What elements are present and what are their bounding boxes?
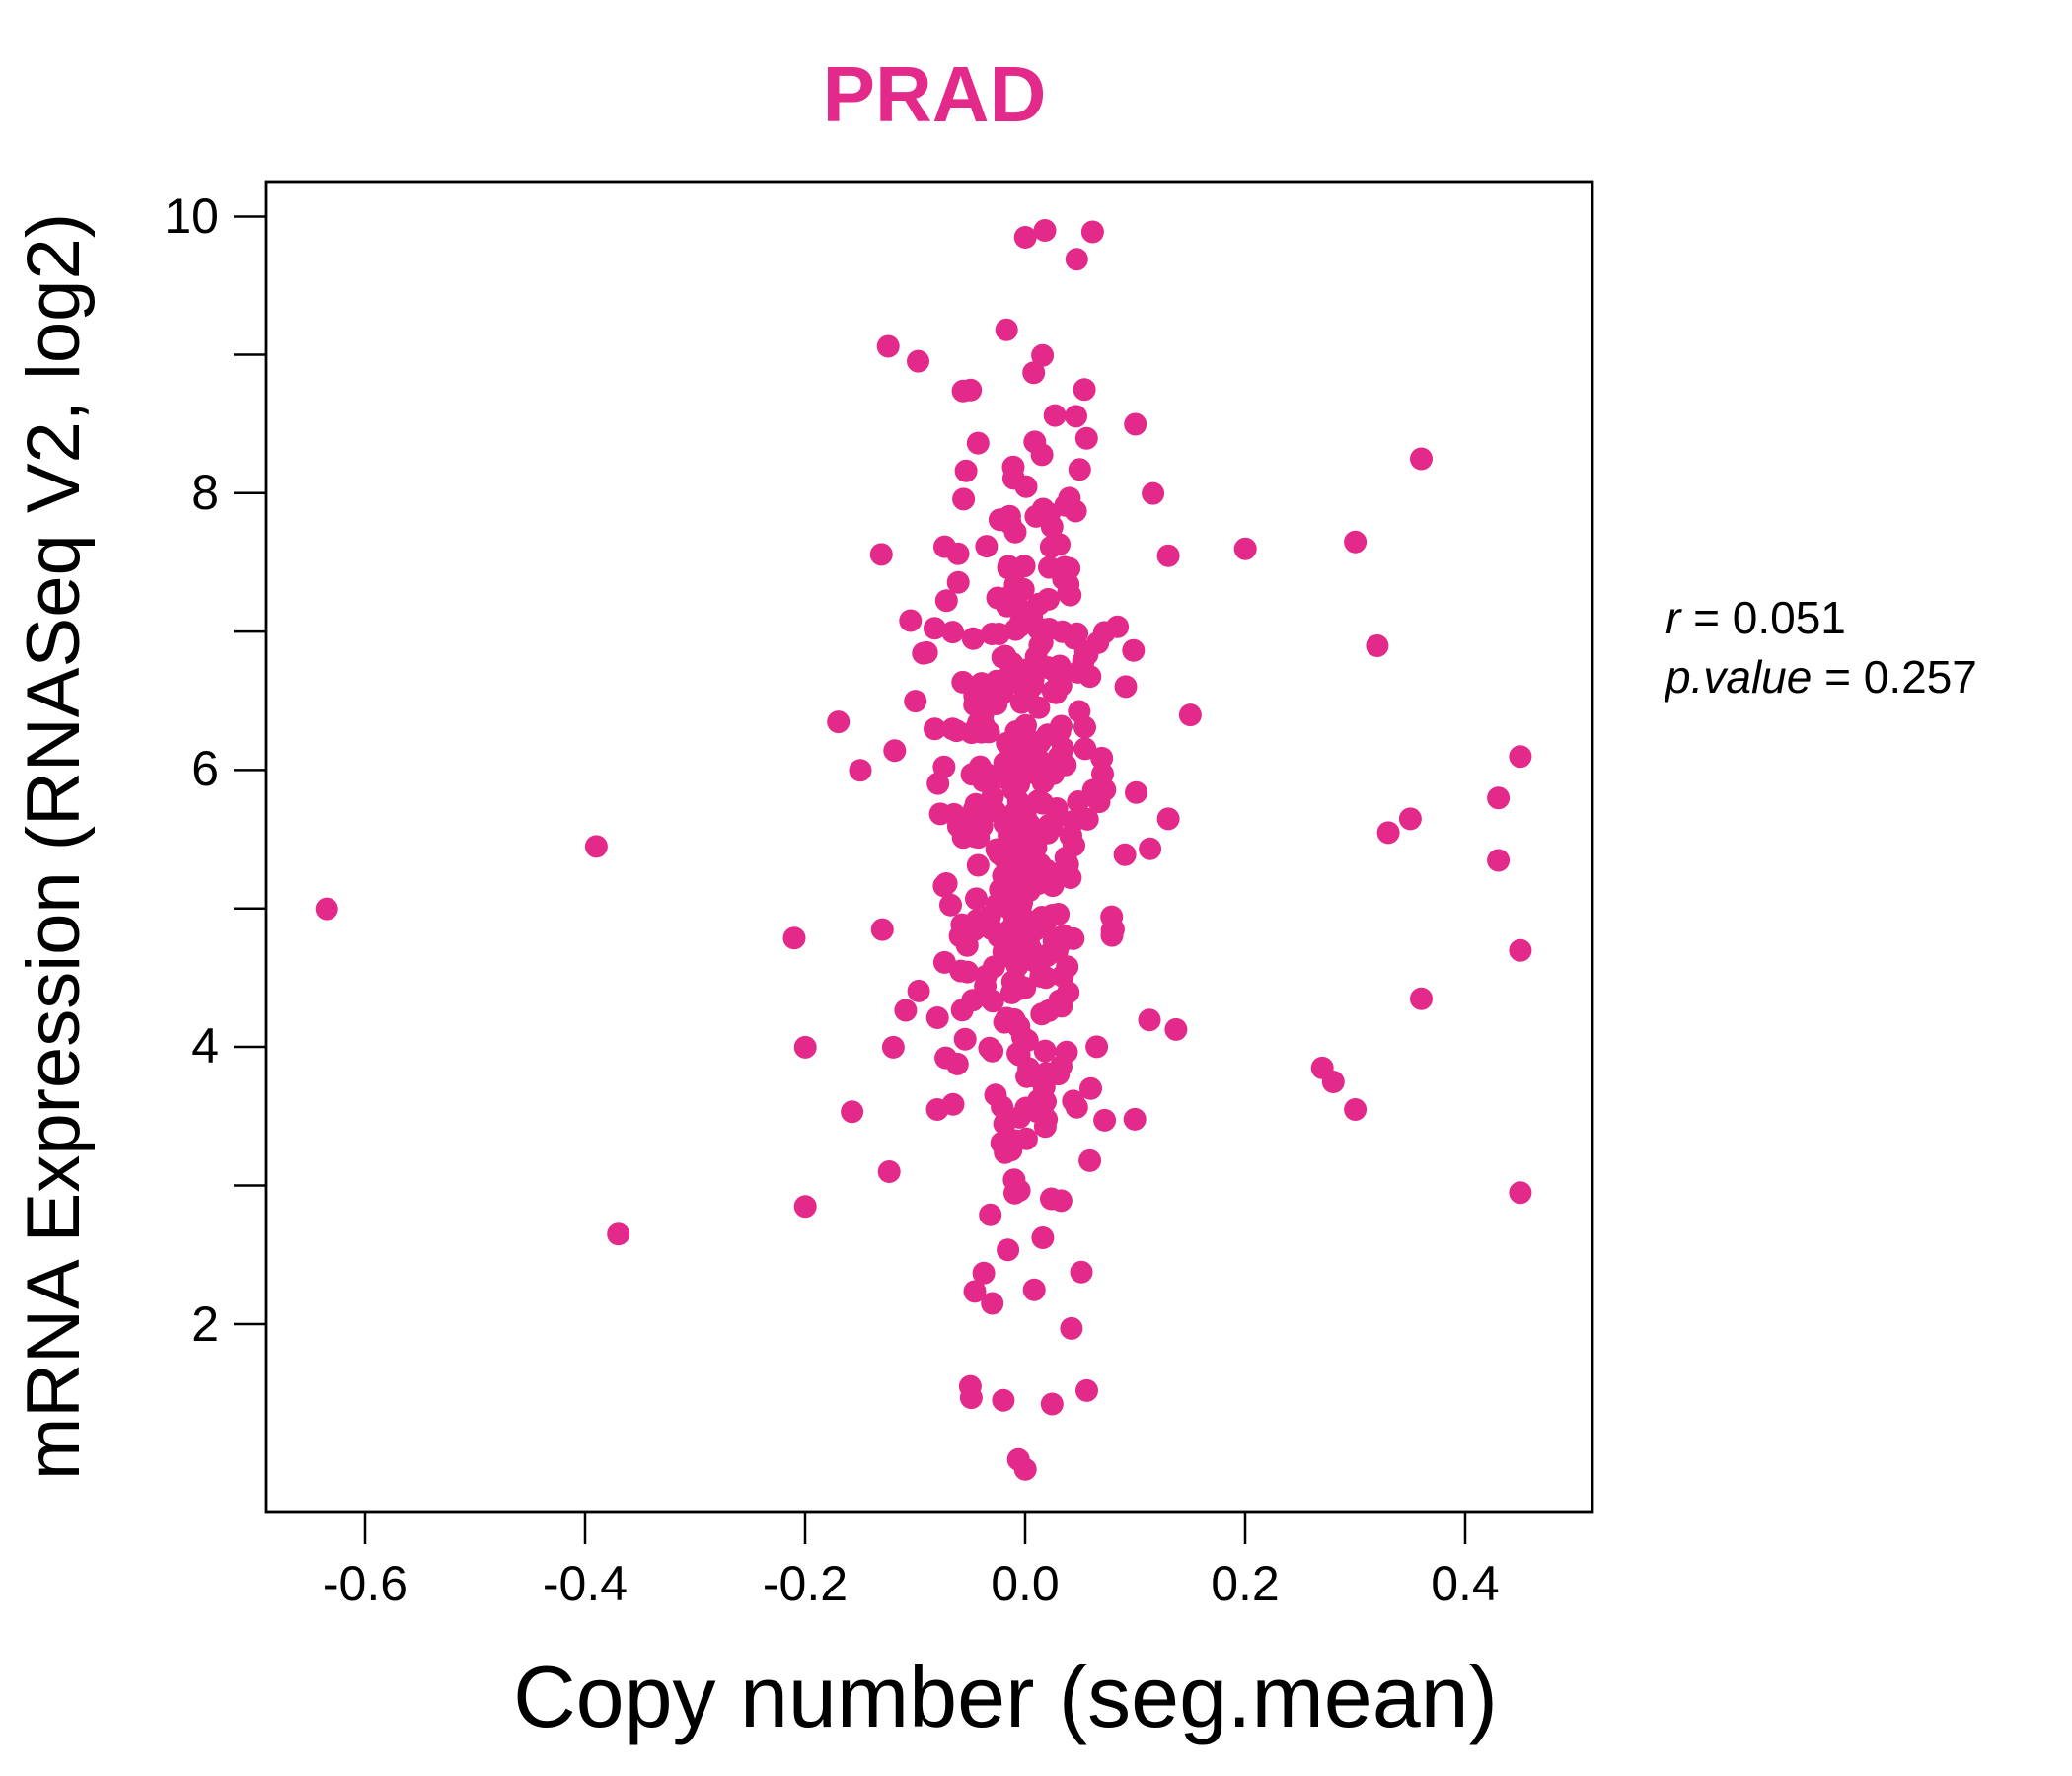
svg-text:0.2: 0.2	[1211, 1556, 1280, 1611]
svg-text:Copy number (seg.mean): Copy number (seg.mean)	[513, 1648, 1498, 1745]
svg-text:-0.6: -0.6	[323, 1556, 407, 1611]
svg-text:6: 6	[191, 741, 219, 796]
svg-text:4: 4	[191, 1018, 219, 1073]
svg-text:-0.4: -0.4	[543, 1556, 628, 1611]
svg-text:0.0: 0.0	[991, 1556, 1060, 1611]
svg-text:r = 0.051: r = 0.051	[1665, 592, 1846, 643]
svg-text:p.value = 0.257: p.value = 0.257	[1664, 651, 1977, 703]
svg-text:10: 10	[164, 188, 219, 244]
svg-text:-0.2: -0.2	[763, 1556, 848, 1611]
svg-text:mRNA Expression (RNASeq V2, lo: mRNA Expression (RNASeq V2, log2)	[12, 213, 96, 1480]
svg-text:0.4: 0.4	[1431, 1556, 1500, 1611]
svg-text:8: 8	[191, 465, 219, 520]
svg-text:2: 2	[191, 1296, 219, 1352]
svg-text:PRAD: PRAD	[823, 50, 1047, 138]
